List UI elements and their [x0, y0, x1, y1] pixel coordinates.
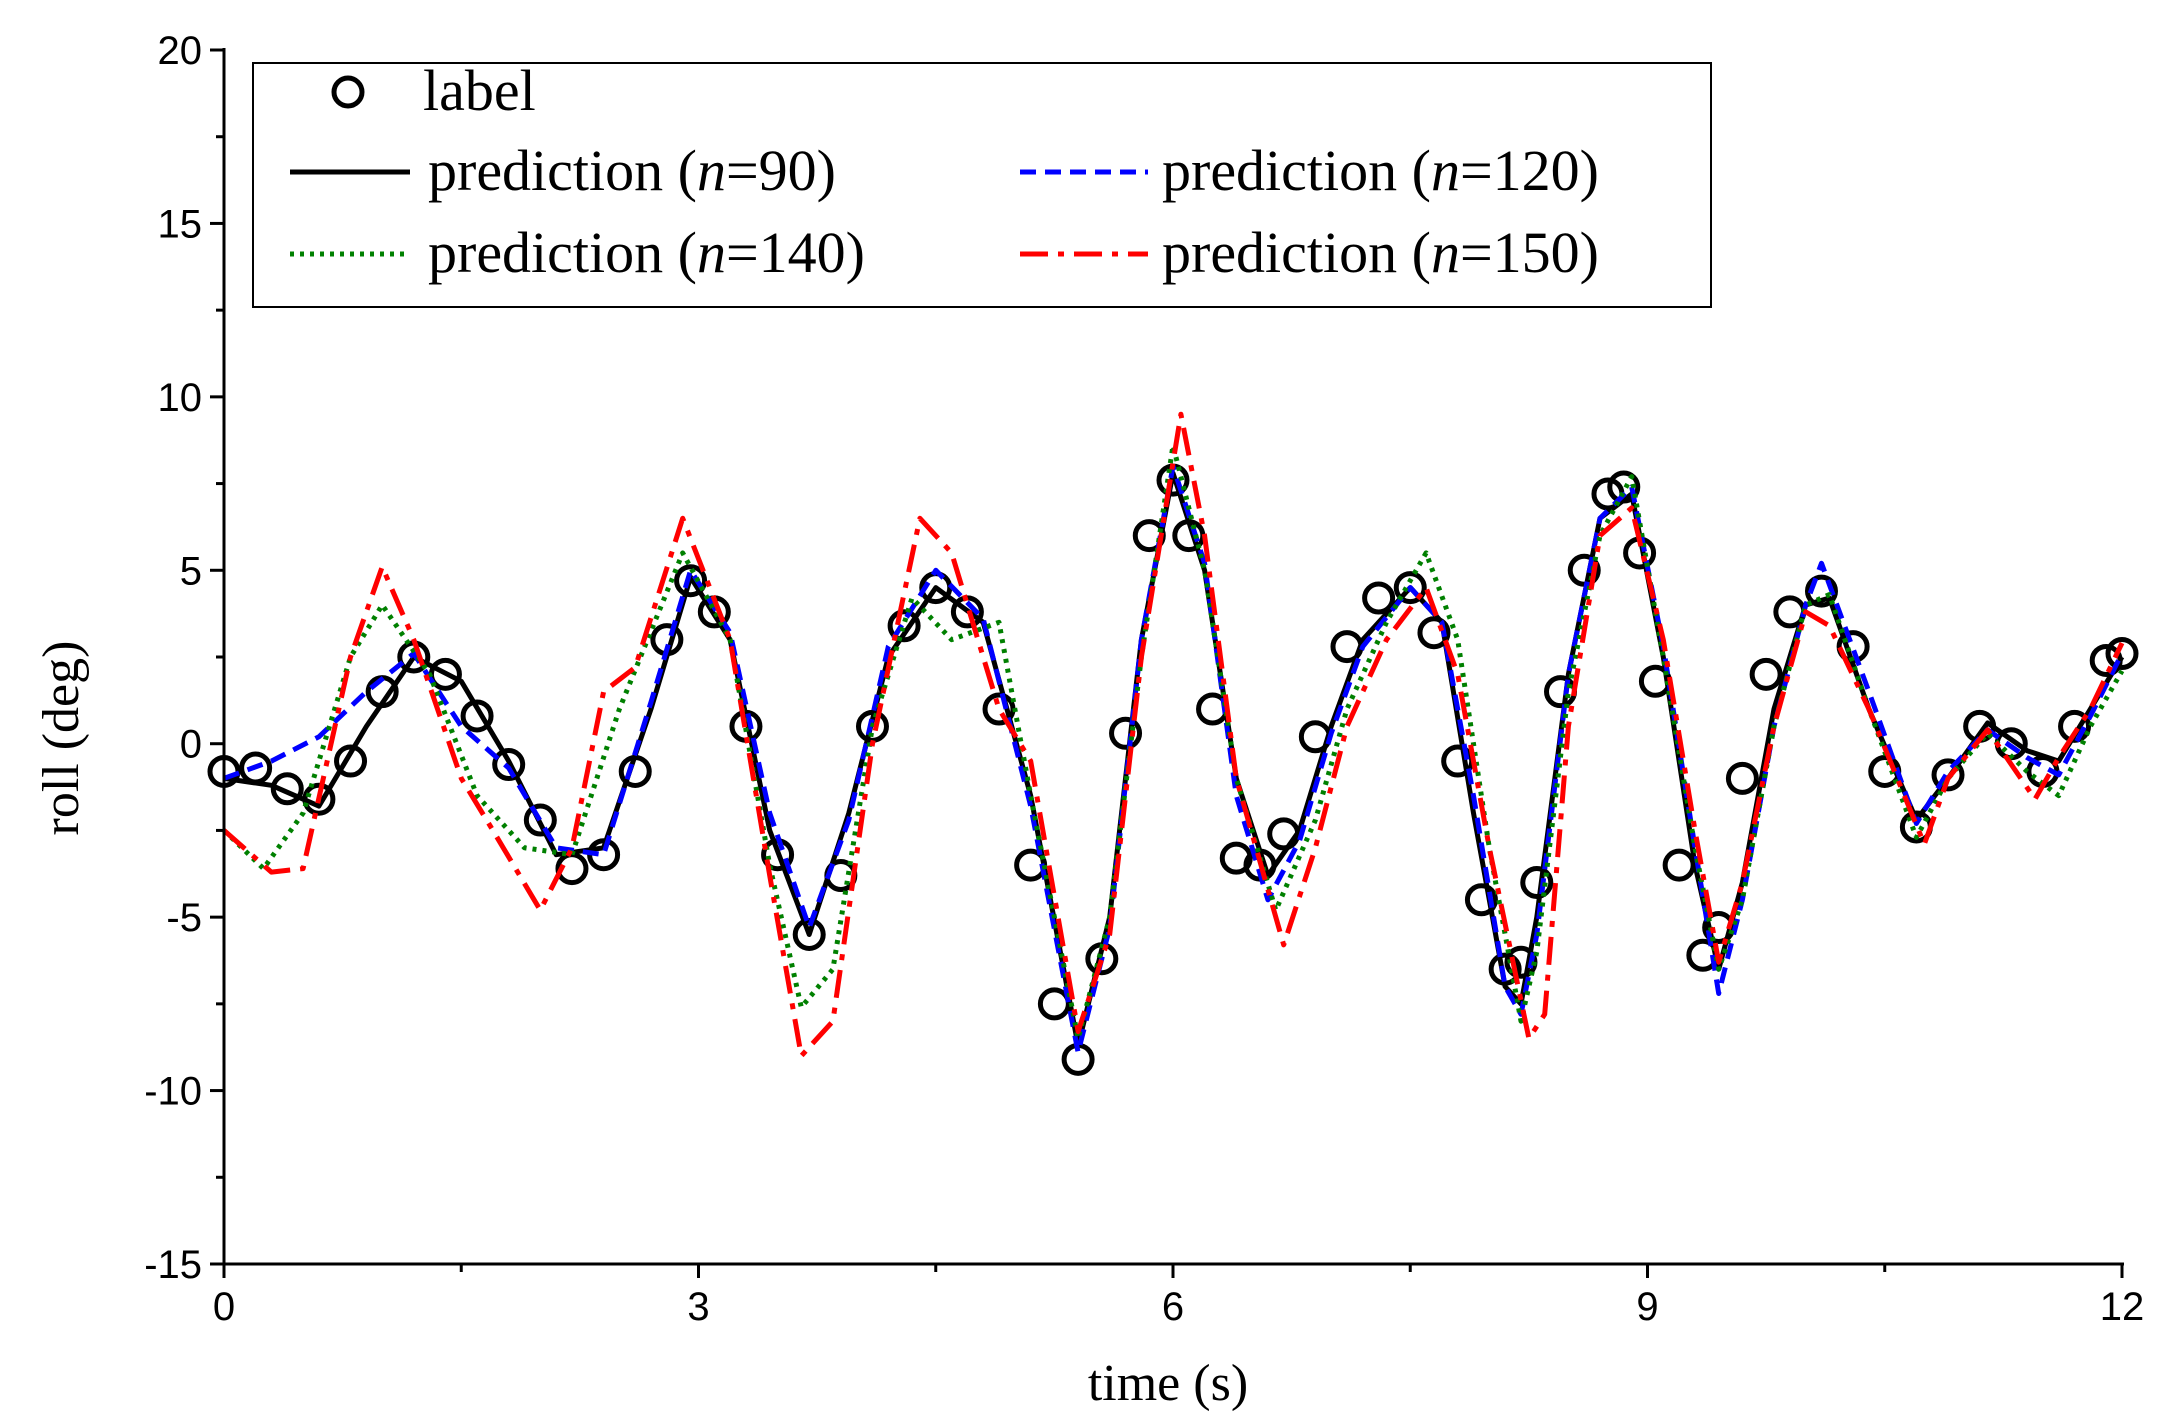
y-tick-label: 5: [180, 549, 202, 593]
label-point: [1544, 675, 1578, 709]
label-point: [1749, 657, 1783, 691]
label-point: [2058, 709, 2092, 743]
x-tick-label: 12: [2100, 1285, 2145, 1329]
legend-label-2: prediction (n=120): [1162, 138, 1599, 203]
y-tick-label: -5: [166, 896, 202, 940]
label-point: [523, 803, 557, 837]
plot-area: [207, 411, 2139, 1076]
legend-marker-label: [331, 75, 365, 109]
label-point: [1464, 883, 1498, 917]
label-point: [1520, 865, 1554, 899]
x-tick-label: 3: [687, 1285, 709, 1329]
x-axis-title: time (s): [1088, 1355, 1248, 1412]
legend-label-0: label: [423, 58, 536, 123]
label-point: [1417, 616, 1451, 650]
legend: label prediction (n=90) prediction (n=120)…: [252, 58, 1712, 308]
label-point: [460, 699, 494, 733]
series-line-3: [222, 442, 2125, 1041]
x-tick-label: 9: [1636, 1285, 1658, 1329]
label-point: [1393, 571, 1427, 605]
y-tick-label: 0: [180, 723, 202, 767]
label-point: [334, 744, 368, 778]
label-point: [1037, 987, 1071, 1021]
series-line-1: [223, 470, 2125, 1048]
y-axis-title: roll (deg): [33, 641, 90, 836]
label-point: [492, 748, 526, 782]
y-tick-label: -10: [144, 1070, 202, 1114]
legend-label-3: prediction (n=140): [428, 220, 865, 285]
label-point: [1931, 758, 1965, 792]
y-tick-label: 10: [158, 376, 203, 420]
label-point: [887, 609, 921, 643]
legend-label-4: prediction (n=150): [1162, 220, 1599, 285]
label-point: [1362, 581, 1396, 615]
y-tick-label: 20: [158, 29, 203, 73]
label-point: [1725, 761, 1759, 795]
label-point: [674, 564, 708, 598]
y-tick-label: -15: [144, 1243, 202, 1287]
label-point: [1267, 817, 1301, 851]
label-point: [1109, 716, 1143, 750]
x-tick-label: 6: [1162, 1285, 1184, 1329]
label-point: [1662, 848, 1696, 882]
legend-box: [252, 62, 1712, 308]
label-point: [2105, 637, 2139, 671]
legend-label-1: prediction (n=90): [428, 138, 836, 203]
x-tick-label: 0: [213, 1285, 235, 1329]
series-line-4: [222, 411, 2125, 1059]
series-line-2: [223, 463, 2125, 1055]
y-tick-label: 15: [158, 202, 203, 246]
axes: -15 -10 -5 0 5 10 15 20 0 3 6 9 12: [144, 29, 2144, 1329]
label-point: [1804, 574, 1838, 608]
